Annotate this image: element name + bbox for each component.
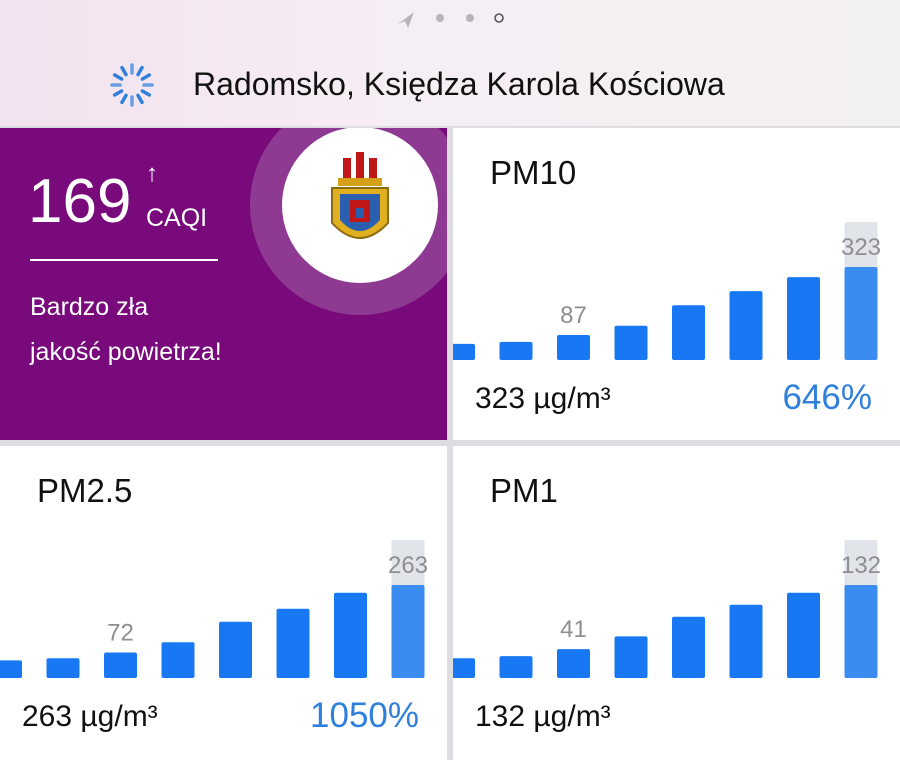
bar-value-label: 87 — [560, 302, 587, 329]
pollutant-title: PM2.5 — [37, 472, 133, 509]
location-arrow-icon — [398, 12, 414, 28]
spinner-tick — [136, 93, 144, 105]
bar-chart: 87 323 — [453, 222, 881, 360]
quality-text: Bardzo zła — [30, 293, 149, 321]
bar — [614, 636, 648, 678]
bar-value-label: 263 — [388, 552, 428, 579]
bar — [672, 616, 705, 678]
bar-chart: 72 263 — [0, 540, 428, 678]
pollutant-panel[interactable]: 72 263 PM2.5 263 µg/m³ 1050% — [0, 446, 447, 760]
page-dot — [436, 14, 444, 22]
spinner-tick — [112, 73, 124, 81]
bar-chart: 41 132 — [453, 540, 881, 678]
caqi-graphics — [30, 128, 447, 315]
bar — [787, 592, 820, 678]
current-concentration: 132 µg/m³ — [475, 700, 611, 733]
norm-percent: 1050% — [310, 696, 419, 735]
pollutant-title: PM10 — [490, 154, 577, 191]
bar — [614, 325, 648, 360]
bar-value-label: 72 — [107, 620, 134, 647]
bar — [844, 585, 878, 678]
pollutant-panel[interactable]: 41 132 PM1 132 µg/m³ — [453, 446, 900, 760]
bar — [0, 660, 22, 678]
bar — [557, 334, 590, 360]
refresh-spinner[interactable] — [110, 63, 154, 107]
bar — [391, 585, 425, 678]
bar — [499, 656, 533, 678]
bar-value-label: 132 — [841, 552, 881, 579]
coat-of-arms — [331, 152, 389, 239]
trend-arrow: ↑ — [146, 160, 158, 187]
caqi-value: 169 — [28, 167, 132, 236]
bar — [729, 291, 763, 360]
spinner-tick — [140, 89, 152, 97]
bar — [453, 658, 475, 678]
pollutant-title: PM1 — [490, 472, 558, 509]
caqi-panel: 169 ↑ CAQI Bardzo zła jakość powietrza! — [0, 128, 447, 440]
location-name: Radomsko, Księdza Karola Kościowa — [193, 66, 725, 102]
bar — [104, 652, 137, 678]
spinner-tick — [140, 73, 152, 81]
spinner-tick — [120, 93, 128, 105]
current-concentration: 323 µg/m³ — [475, 382, 611, 415]
spinner-tick — [112, 89, 124, 97]
bar — [672, 305, 705, 360]
bar — [46, 658, 80, 678]
pollutant-panel[interactable]: 87 323 PM10 323 µg/m³ 646% — [453, 128, 900, 440]
header: Radomsko, Księdza Karola Kościowa — [0, 0, 900, 126]
bar — [453, 343, 475, 360]
quality-text: jakość powietrza! — [30, 338, 222, 366]
spinner-tick — [136, 65, 144, 77]
bar-value-label: 323 — [841, 234, 881, 261]
bar — [334, 592, 367, 678]
bar — [557, 649, 590, 678]
bar — [161, 642, 195, 678]
current-concentration: 263 µg/m³ — [22, 700, 158, 733]
caqi-unit: CAQI — [146, 204, 208, 232]
page-dot-current — [494, 13, 504, 23]
bar — [499, 341, 533, 360]
spinner-tick — [120, 65, 128, 77]
bar — [276, 608, 310, 678]
header-graphics — [110, 12, 504, 107]
page-dot — [466, 14, 474, 22]
bar-value-label: 41 — [560, 616, 587, 643]
norm-percent: 646% — [782, 378, 872, 417]
bar — [787, 277, 820, 360]
bar — [219, 621, 252, 678]
bar — [729, 604, 763, 678]
bar — [844, 267, 878, 360]
